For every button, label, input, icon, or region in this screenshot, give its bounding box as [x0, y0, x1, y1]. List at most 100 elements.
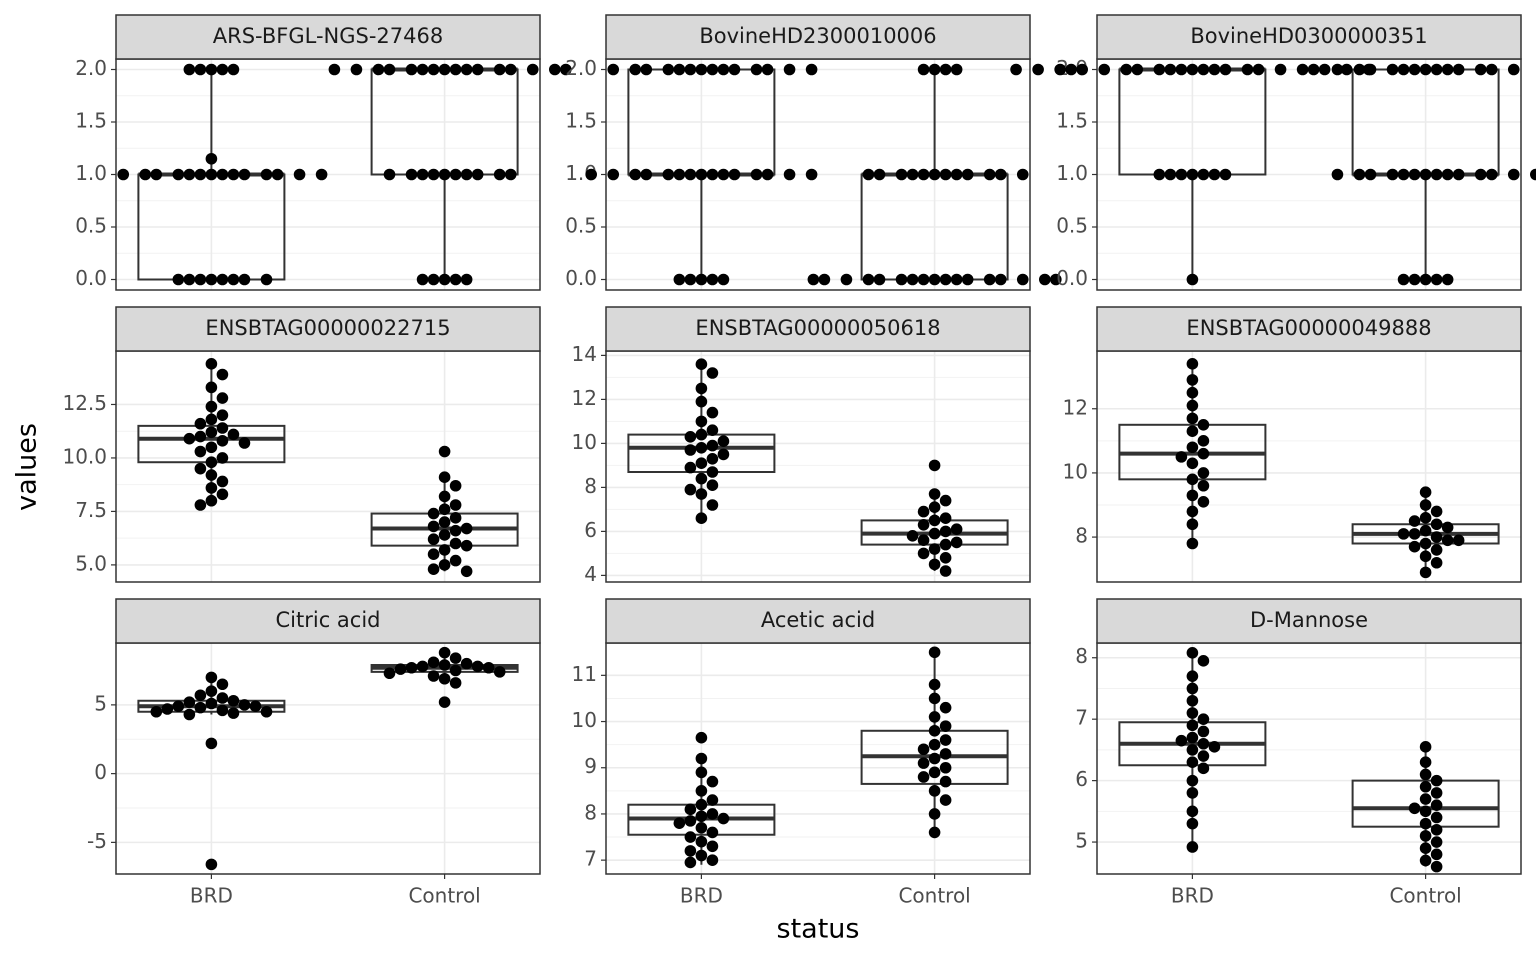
- data-point: [1430, 836, 1443, 848]
- data-point: [1186, 787, 1199, 799]
- data-point: [1408, 63, 1421, 76]
- data-point: [717, 273, 730, 286]
- data-point: [1452, 168, 1465, 181]
- data-point: [183, 63, 196, 76]
- data-point: [1430, 273, 1443, 286]
- data-point: [1219, 63, 1232, 76]
- data-point: [950, 168, 963, 181]
- data-point: [460, 657, 473, 670]
- data-point: [1197, 168, 1210, 181]
- strip: [605, 306, 1031, 352]
- data-point: [1452, 534, 1465, 547]
- data-point: [238, 699, 251, 711]
- data-point: [1050, 273, 1062, 286]
- data-point: [706, 826, 719, 839]
- data-point: [1197, 467, 1210, 479]
- strip: [115, 598, 541, 644]
- data-point: [205, 381, 218, 394]
- data-point: [205, 494, 218, 507]
- data-point: [684, 803, 697, 816]
- data-point: [438, 490, 451, 503]
- data-point: [394, 663, 407, 675]
- data-point: [928, 752, 941, 765]
- data-point: [928, 826, 941, 839]
- data-point: [805, 63, 818, 76]
- data-point: [227, 63, 240, 76]
- x-tick-label: Control: [408, 884, 480, 908]
- data-point: [783, 63, 796, 76]
- data-point: [1430, 531, 1443, 543]
- data-point: [205, 441, 218, 454]
- data-point: [1353, 168, 1366, 181]
- facet-title: ARS-BFGL-NGS-27468: [213, 24, 443, 48]
- data-point: [684, 483, 697, 496]
- data-point: [939, 720, 952, 732]
- data-point: [1186, 489, 1199, 502]
- data-point: [205, 456, 218, 469]
- data-point: [1186, 358, 1199, 370]
- data-point: [205, 858, 218, 871]
- data-point: [216, 692, 229, 704]
- data-point: [205, 737, 218, 750]
- data-point: [493, 666, 506, 678]
- data-point: [205, 469, 218, 481]
- data-point: [216, 422, 229, 434]
- data-point: [1507, 168, 1520, 181]
- data-point: [1241, 63, 1254, 76]
- data-point: [1441, 521, 1454, 534]
- data-point: [1419, 486, 1432, 498]
- data-point: [662, 63, 675, 76]
- data-point: [706, 406, 719, 419]
- data-point: [1186, 386, 1199, 399]
- data-point: [139, 168, 152, 181]
- data-point: [939, 512, 952, 524]
- data-point: [673, 817, 686, 829]
- data-point: [928, 488, 941, 500]
- y-tick-label: 8: [1075, 524, 1088, 548]
- data-point: [1175, 168, 1188, 181]
- data-point: [260, 273, 273, 286]
- data-point: [1419, 63, 1432, 76]
- y-tick-label: 0: [94, 760, 107, 784]
- y-tick-label: 0.0: [1056, 266, 1088, 290]
- data-point: [549, 63, 561, 76]
- data-point: [183, 696, 196, 708]
- facet-title: ENSBTAG00000050618: [695, 316, 940, 340]
- data-point: [928, 459, 941, 472]
- y-axis-title: values: [12, 423, 43, 511]
- y-tick-label: 14: [572, 342, 597, 366]
- data-point: [205, 482, 218, 494]
- data-point: [862, 168, 875, 181]
- data-point: [249, 700, 262, 713]
- data-point: [1186, 425, 1199, 438]
- data-point: [205, 413, 218, 426]
- data-point: [917, 534, 930, 546]
- data-point: [383, 667, 396, 680]
- data-point: [684, 461, 697, 474]
- data-point: [939, 494, 952, 507]
- data-point: [1430, 848, 1443, 861]
- data-point: [1186, 707, 1199, 719]
- data-point: [416, 63, 429, 76]
- y-tick-label: 9: [584, 754, 597, 778]
- data-point: [695, 849, 708, 862]
- data-point: [873, 273, 886, 286]
- y-tick-label: 10: [1063, 459, 1088, 483]
- data-point: [695, 472, 708, 485]
- data-point: [1474, 63, 1487, 76]
- data-point: [427, 273, 440, 286]
- data-point: [350, 63, 363, 76]
- data-point: [1430, 774, 1443, 787]
- data-point: [928, 711, 941, 723]
- data-point: [416, 168, 429, 181]
- data-point: [1386, 63, 1399, 76]
- data-point: [1016, 168, 1029, 181]
- data-point: [640, 168, 653, 181]
- data-point: [227, 168, 240, 181]
- data-point: [172, 168, 185, 181]
- data-point: [706, 439, 719, 452]
- x-tick-label: BRD: [190, 884, 233, 908]
- data-point: [216, 704, 229, 717]
- data-point: [216, 392, 229, 404]
